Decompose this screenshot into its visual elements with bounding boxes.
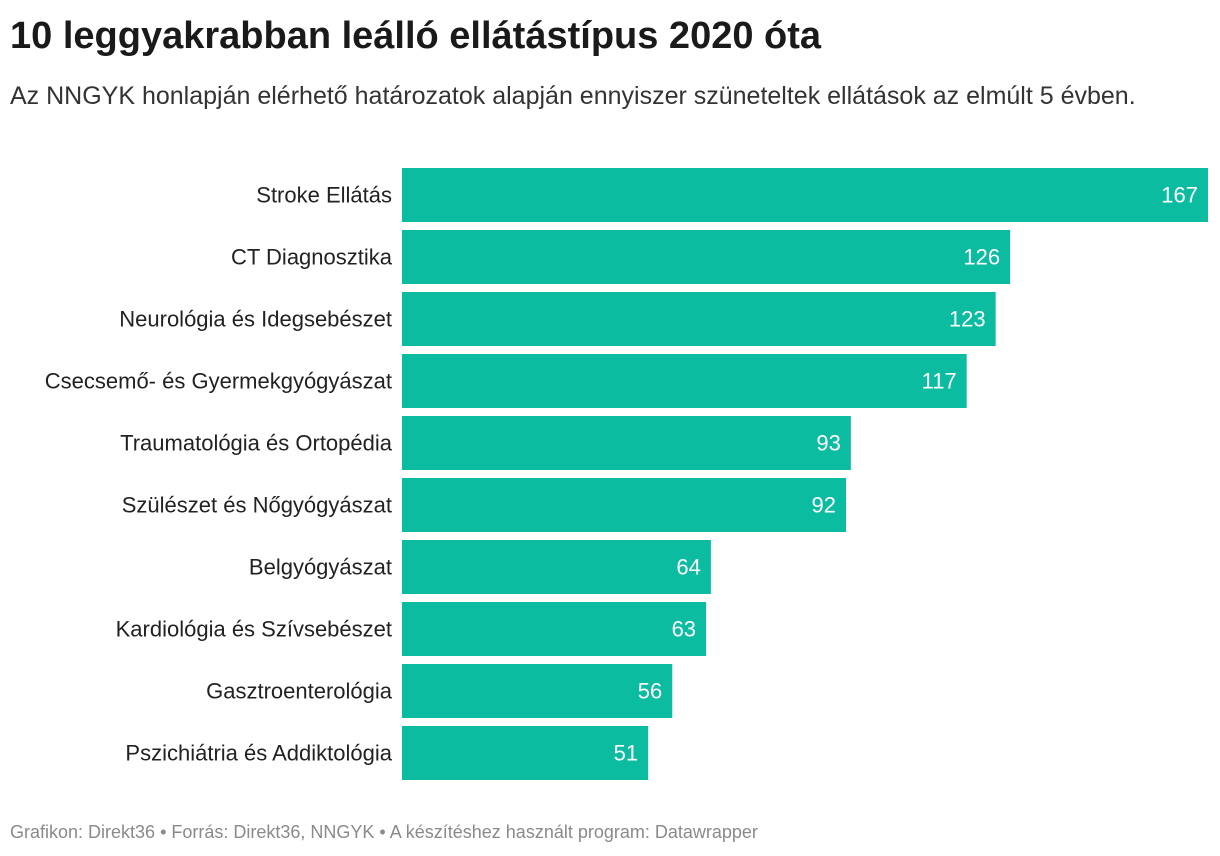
bar: [402, 478, 847, 532]
category-label: Belgyógyászat: [249, 555, 392, 580]
chart-footer: Grafikon: Direkt36 • Forrás: Direkt36, N…: [10, 820, 1210, 844]
category-label: Kardiológia és Szívsebészet: [116, 617, 392, 642]
value-label: 117: [922, 369, 957, 394]
chart-title: 10 leggyakrabban leálló ellátástípus 202…: [10, 15, 822, 57]
chart-subtitle: Az NNGYK honlapján elérhető határozatok …: [10, 82, 1136, 110]
value-label: 93: [816, 431, 840, 456]
footer-separator: •: [374, 822, 390, 842]
bar-chart: Stroke Ellátás 167 CT Diagnosztika 126 Neuro…: [0, 166, 1220, 786]
bar: [402, 230, 1011, 284]
bar: [402, 168, 1208, 222]
bar-chart-svg: Stroke Ellátás 167 CT Diagnosztika 126 Neuro…: [45, 168, 1208, 780]
bar: [402, 602, 707, 656]
category-label: Csecsemő- és Gyermekgyógyászat: [45, 369, 392, 394]
footer-source: Forrás: Direkt36, NNGYK: [171, 822, 375, 842]
bar: [402, 354, 967, 408]
value-label: 92: [812, 493, 836, 518]
category-label: CT Diagnosztika: [231, 245, 393, 270]
footer-separator: •: [155, 822, 172, 842]
value-label: 63: [672, 617, 696, 642]
category-label: Pszichiátria és Addiktológia: [125, 741, 392, 766]
footer-credit: Grafikon: Direkt36: [10, 822, 156, 842]
category-label: Szülészet és Nőgyógyászat: [122, 493, 392, 518]
value-label: 123: [949, 307, 986, 332]
bar: [402, 664, 673, 718]
footer-tool: A készítéshez használt program: Datawrap…: [389, 822, 758, 842]
category-label: Stroke Ellátás: [256, 183, 392, 208]
bar: [402, 540, 711, 594]
category-label: Traumatológia és Ortopédia: [120, 431, 393, 456]
value-label: 56: [638, 679, 662, 704]
value-label: 126: [963, 245, 1000, 270]
value-label: 64: [676, 555, 700, 580]
bar: [402, 726, 649, 780]
bar: [402, 416, 851, 470]
category-label: Gasztroenterológia: [206, 679, 393, 704]
value-label: 167: [1161, 183, 1198, 208]
category-label: Neurológia és Idegsebészet: [119, 307, 392, 332]
bar: [402, 292, 996, 346]
value-label: 51: [614, 741, 638, 766]
